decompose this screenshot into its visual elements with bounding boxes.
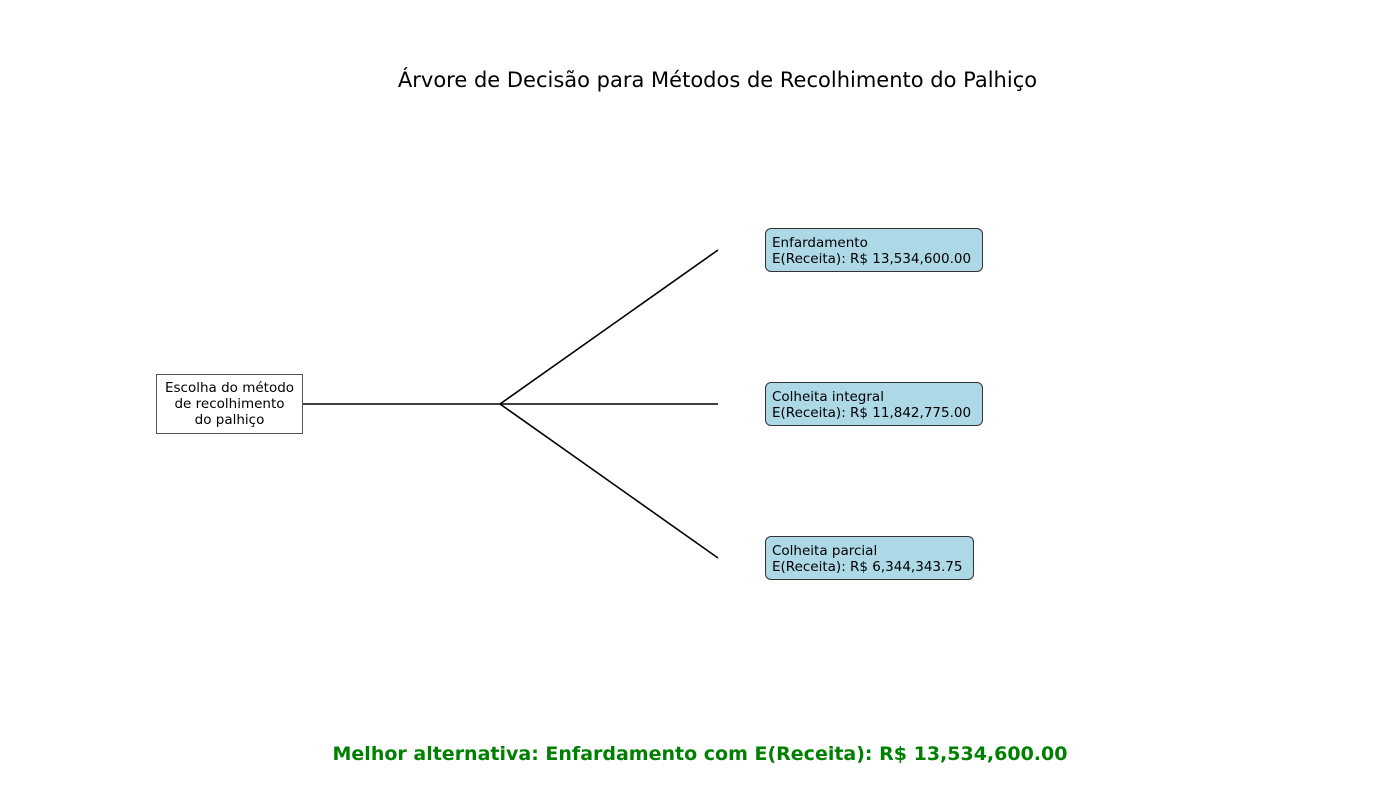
best-alternative-text: Melhor alternativa: Enfardamento com E(R… — [332, 743, 1068, 765]
leaf-name: Colheita parcial — [772, 543, 878, 559]
decision-node-line-3: do palhiço — [194, 412, 265, 428]
branch-edge-colheita-parcial — [499, 403, 719, 559]
leaf-name: Colheita integral — [772, 389, 884, 405]
diagram-title: Árvore de Decisão para Métodos de Recolh… — [397, 68, 1038, 92]
decision-node-line-1: Escolha do método — [164, 380, 295, 396]
decision-node: Escolha do método de recolhimento do pal… — [156, 374, 303, 434]
branch-edge-enfardamento — [499, 249, 719, 405]
leaf-value: E(Receita): R$ 6,344,343.75 — [772, 559, 963, 575]
decision-node-line-2: de recolhimento — [174, 396, 285, 412]
leaf-node-colheita-parcial: Colheita parcial E(Receita): R$ 6,344,34… — [765, 536, 974, 580]
leaf-name: Enfardamento — [772, 235, 868, 251]
leaf-value: E(Receita): R$ 11,842,775.00 — [772, 405, 972, 421]
leaf-node-enfardamento: Enfardamento E(Receita): R$ 13,534,600.0… — [765, 228, 983, 272]
leaf-value: E(Receita): R$ 13,534,600.00 — [772, 251, 972, 267]
leaf-node-colheita-integral: Colheita integral E(Receita): R$ 11,842,… — [765, 382, 983, 426]
